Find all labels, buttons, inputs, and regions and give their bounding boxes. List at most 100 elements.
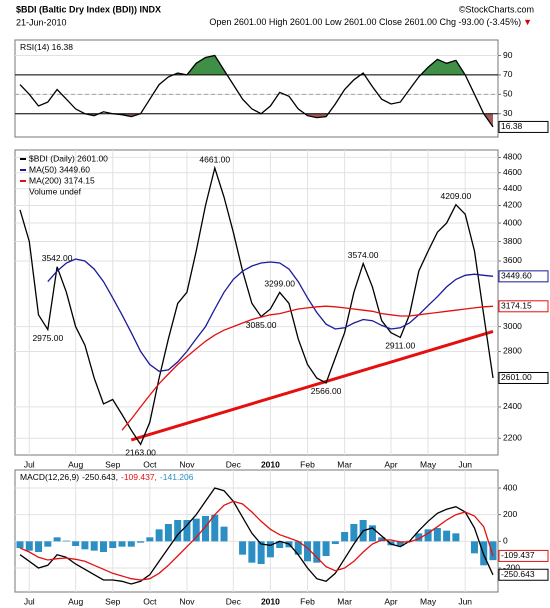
y-tick-label: 3600 (503, 255, 522, 265)
legend-label: -250.643, (82, 472, 118, 482)
symbol: $BDI (Baltic Dry Index (BDI)) INDX (16, 4, 161, 14)
histogram-bar (72, 541, 80, 546)
x-tick-label: Sep (105, 459, 120, 469)
y-tick-label: 200 (503, 509, 517, 519)
y-tick-label: 2400 (503, 401, 522, 411)
histogram-bar (44, 541, 52, 547)
direction: ▼ (523, 17, 532, 27)
y-tick-label: 70 (503, 69, 513, 79)
histogram-bar (276, 541, 284, 548)
histogram-bar (62, 540, 70, 542)
histogram-bar (201, 516, 209, 542)
value-box (498, 120, 549, 133)
value-label: 3449.60 (501, 271, 532, 281)
histogram-bar (266, 541, 274, 558)
x-tick-label: Mar (337, 596, 352, 606)
quote: Open 2601.00 High 2601.00 Low 2601.00 Cl… (209, 17, 532, 27)
x-tick-label: Mar (337, 459, 352, 469)
value-label: -250.643 (501, 569, 535, 579)
histogram-bar (415, 533, 423, 542)
value-label: -109.437 (501, 550, 535, 560)
histogram-bar (109, 541, 117, 548)
histogram-bar (350, 524, 358, 542)
x-tick-label: May (420, 596, 437, 606)
y-tick-label: 50 (503, 89, 513, 99)
value-box (498, 568, 549, 581)
histogram-bar (378, 537, 386, 542)
series-line (19, 487, 494, 585)
histogram-bar (239, 541, 247, 555)
legend-label: Volume undef (29, 186, 82, 196)
panel-frame (14, 469, 499, 593)
histogram-bar (433, 528, 441, 542)
histogram-bar (155, 529, 163, 542)
annotation: 2911.00 (385, 341, 415, 351)
x-tick-label: Jun (458, 596, 472, 606)
y-tick-label: 30 (503, 108, 513, 118)
histogram-bar (118, 541, 126, 547)
annotation: 3299.00 (264, 279, 295, 289)
legend-label: MA(200) 3174.15 (29, 175, 95, 185)
x-tick-label: Nov (179, 459, 195, 469)
histogram-bar (368, 525, 376, 542)
y-tick-label: 4400 (503, 183, 522, 193)
panel-frame (14, 149, 499, 456)
x-tick-label: Dec (226, 459, 242, 469)
x-tick-label: Apr (384, 459, 397, 469)
histogram-bar (35, 541, 43, 552)
histogram-bar (53, 537, 61, 542)
histogram-bar (127, 541, 135, 547)
x-tick-label: Oct (143, 596, 157, 606)
value-box (498, 300, 549, 313)
histogram-bar (174, 520, 182, 542)
trendline (130, 330, 494, 442)
x-tick-label: Nov (179, 596, 195, 606)
title: RSI(14) 16.38 (20, 42, 73, 52)
histogram-bar (489, 541, 497, 561)
value-box (498, 270, 549, 283)
x-tick-label: Oct (143, 459, 157, 469)
series-line (19, 500, 494, 581)
x-tick-label: Aug (68, 596, 83, 606)
series-line (19, 165, 494, 446)
annotation: 3574.00 (348, 250, 379, 260)
histogram-bar (443, 530, 451, 542)
x-tick-label: Feb (300, 459, 315, 469)
histogram-bar (90, 541, 98, 551)
y-tick-label: 90 (503, 50, 513, 60)
y-tick-label: -200 (503, 562, 520, 572)
y-tick-label: 4600 (503, 167, 522, 177)
histogram-bar (16, 541, 24, 548)
histogram-bar (424, 529, 432, 542)
histogram-bar (183, 520, 191, 542)
histogram-bar (331, 541, 339, 544)
legend-label: MA(50) 3449.60 (29, 164, 90, 174)
y-tick-label: 3800 (503, 236, 522, 246)
histogram-bar (192, 518, 200, 542)
histogram-bar (25, 541, 33, 551)
legend-label: -109.437, (121, 472, 157, 482)
annotation: 4661.00 (199, 154, 230, 164)
date: 21-Jun-2010 (16, 17, 67, 27)
legend-label: $BDI (Daily) 2601.00 (29, 153, 108, 163)
x-tick-label: Apr (384, 596, 397, 606)
y-tick-label: 400 (503, 482, 517, 492)
value-label: 3174.15 (501, 301, 532, 311)
histogram-bar (304, 541, 312, 562)
histogram-bar (452, 533, 460, 542)
x-tick-label: Feb (300, 596, 315, 606)
histogram-bar (470, 541, 478, 554)
histogram-bar (81, 541, 89, 550)
annotation: 2163.00 (125, 448, 156, 458)
y-tick-label: 4000 (503, 217, 522, 227)
annotation: 4209.00 (441, 191, 472, 201)
histogram-bar (396, 541, 404, 546)
legend-label: -141.206 (160, 472, 194, 482)
histogram-bar (164, 524, 172, 542)
histogram-bar (248, 541, 256, 563)
histogram-bar (137, 541, 145, 543)
y-tick-label: 2200 (503, 433, 522, 443)
histogram-bar (220, 526, 228, 542)
x-tick-label: May (420, 459, 437, 469)
